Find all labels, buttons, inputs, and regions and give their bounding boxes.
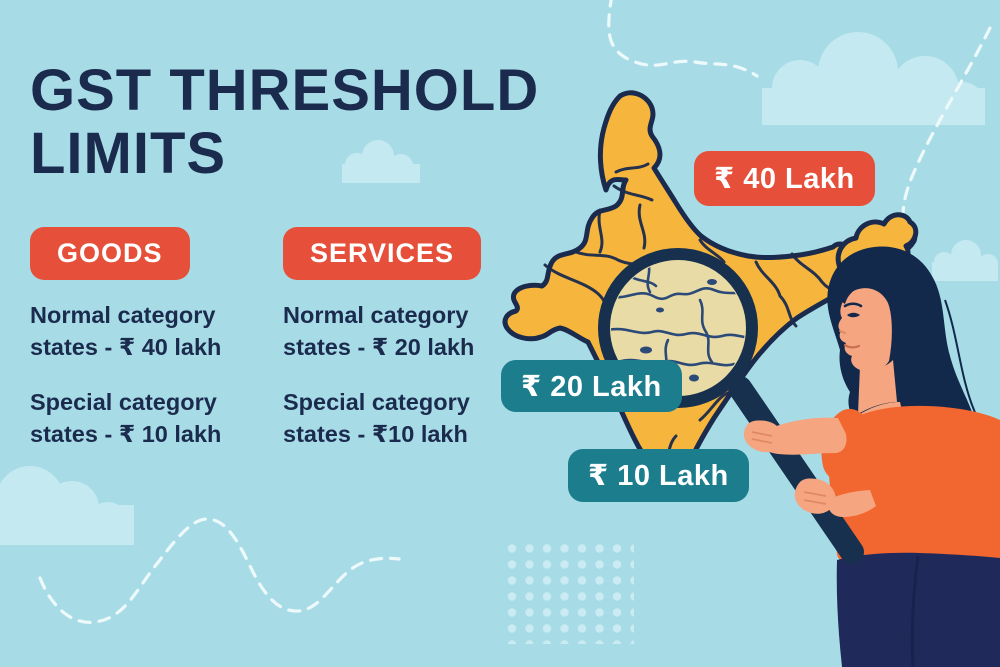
dot-grid — [504, 540, 634, 644]
lower-arm — [828, 490, 876, 517]
services-heading-badge: SERVICES — [283, 227, 482, 280]
hand-upper-fingers — [751, 431, 773, 444]
hand-upper — [743, 420, 783, 453]
services-column: SERVICES Normal category states - ₹ 20 l… — [283, 227, 543, 451]
map-badge-10-lakh: ₹ 10 Lakh — [568, 449, 749, 502]
hairline — [839, 263, 918, 310]
map-badge-20-lakh: ₹ 20 Lakh — [501, 360, 682, 412]
face — [838, 288, 892, 372]
map-badge-40-lakh: ₹ 40 Lakh — [694, 151, 875, 206]
magnifier-handle — [728, 376, 864, 564]
dashed-wave — [38, 0, 992, 624]
goods-normal-line1: Normal category — [30, 302, 216, 328]
eye — [847, 312, 860, 318]
lens-blobs — [640, 279, 717, 382]
page-title: GST THRESHOLD LIMITS — [30, 58, 540, 186]
pants — [836, 552, 1000, 667]
goods-normal-item: Normal category states - ₹ 40 lakh — [30, 299, 290, 364]
goods-special-line1: Special category — [30, 388, 217, 415]
eyebrow — [843, 302, 863, 308]
goods-special-item: Special category states - ₹ 10 lakh — [30, 386, 290, 451]
woman-holding-magnifier — [821, 246, 1000, 667]
services-normal-item: Normal category states - ₹ 20 lakh — [283, 299, 543, 364]
neck — [858, 360, 897, 414]
services-special-item: Special category states - ₹10 lakh — [283, 386, 543, 451]
cloud-icon — [0, 32, 998, 545]
forearm — [758, 417, 847, 455]
services-special-line2: states - ₹10 lakh — [283, 421, 468, 448]
cloud-top-right — [762, 32, 985, 125]
pants-seam — [910, 555, 920, 667]
hand-lower-fingers — [803, 491, 827, 505]
title-line-1: GST THRESHOLD — [30, 58, 540, 123]
title-line-2: LIMITS — [30, 120, 227, 186]
cloud-top-middle — [342, 140, 420, 183]
goods-column: GOODS Normal category states - ₹ 40 lakh… — [30, 227, 290, 451]
cloud-bottom-left — [0, 466, 134, 545]
services-special-line1: Special category — [283, 388, 470, 415]
goods-normal-line2: states - ₹ 40 lakh — [30, 334, 222, 361]
mouth — [843, 343, 861, 349]
arms-and-hands — [743, 417, 876, 517]
services-normal-line2: states - ₹ 20 lakh — [283, 334, 475, 361]
goods-special-line2: states - ₹ 10 lakh — [30, 421, 222, 448]
services-normal-line1: Normal category — [283, 302, 469, 328]
cloud-behind-woman — [932, 240, 998, 281]
hand-lower — [794, 478, 836, 514]
nose-line — [839, 330, 846, 334]
goods-heading-badge: GOODS — [30, 227, 190, 280]
